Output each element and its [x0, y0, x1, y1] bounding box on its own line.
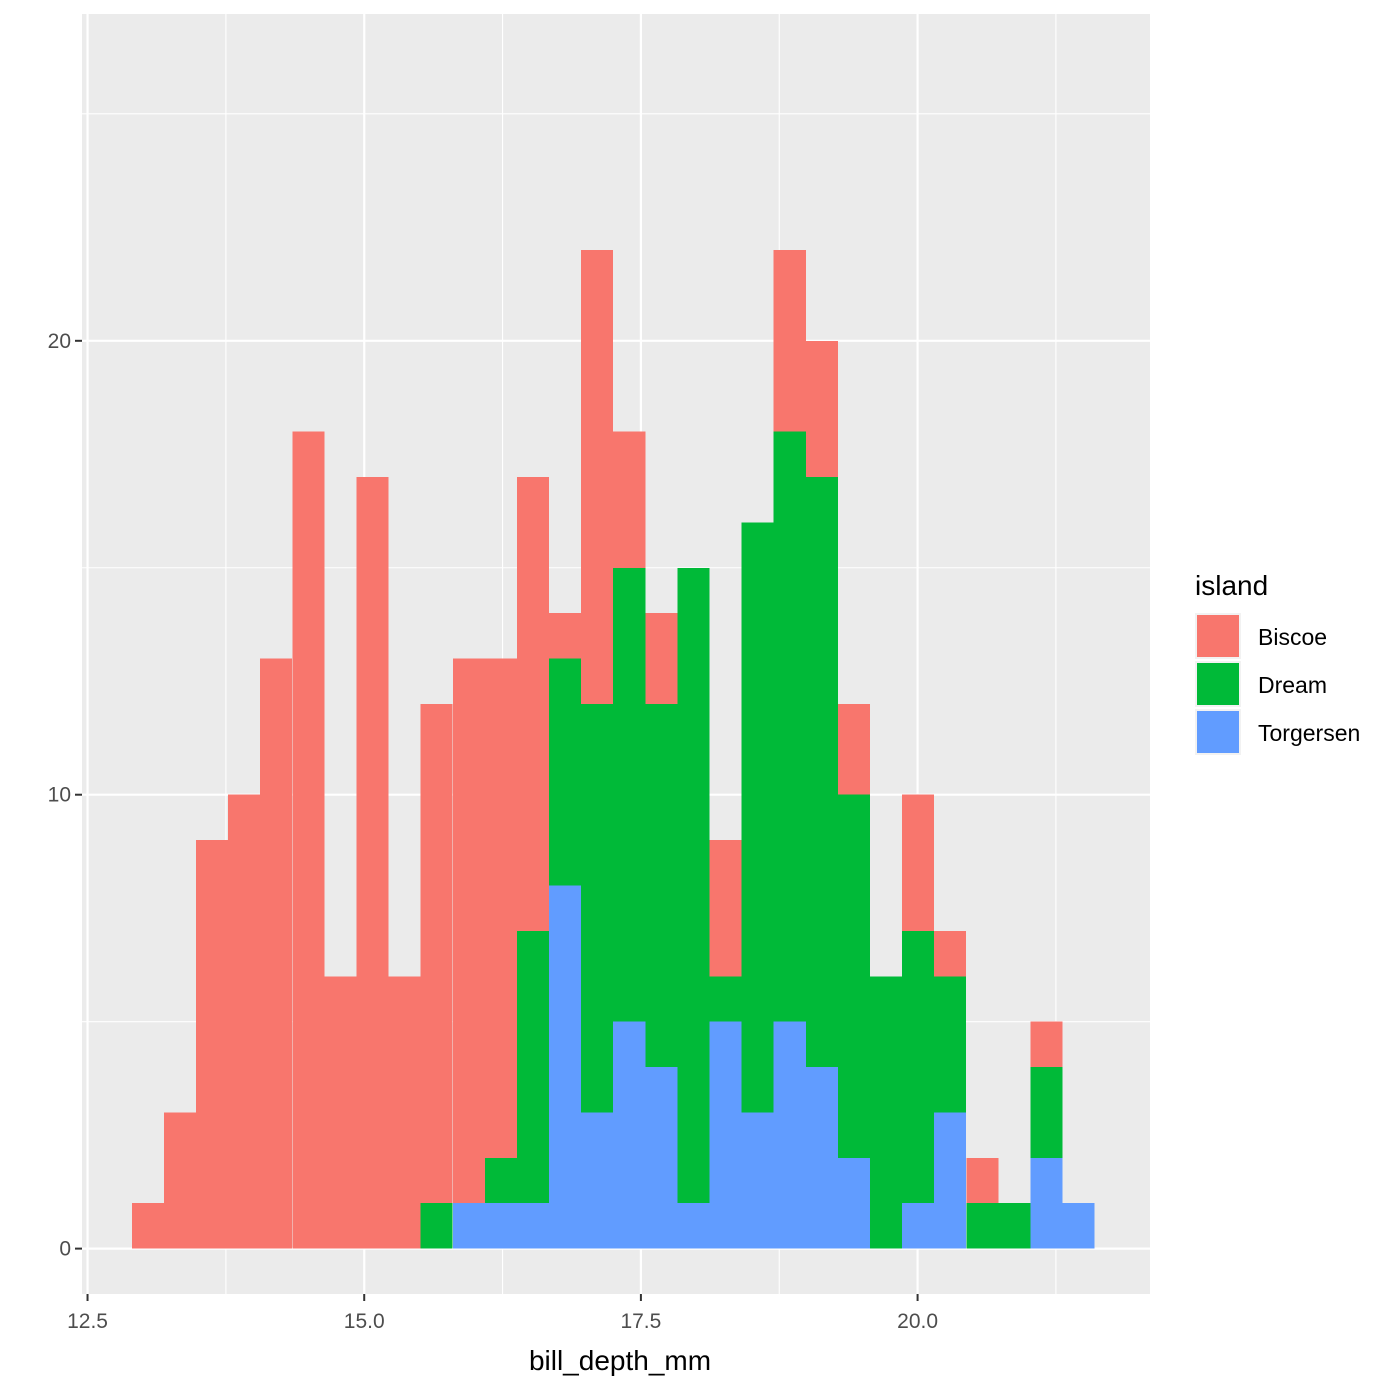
bar-torgersen-bin-13	[549, 885, 582, 1249]
bar-dream-bin-9	[420, 1203, 453, 1249]
x-tick-label: 20.0	[897, 1310, 938, 1333]
x-tick-label: 17.5	[620, 1310, 661, 1333]
legend: island Biscoe Dream Torgersen	[1195, 570, 1360, 755]
bar-biscoe-bin-18	[709, 840, 742, 977]
bar-dream-bin-22	[837, 794, 870, 1158]
bar-torgersen-bin-28	[1030, 1157, 1063, 1249]
bar-biscoe-bin-25	[934, 930, 967, 977]
bar-torgersen-bin-11	[484, 1203, 517, 1249]
bar-biscoe-bin-8	[388, 976, 421, 1249]
bar-biscoe-bin-7	[356, 476, 389, 1249]
bar-dream-bin-25	[934, 976, 967, 1113]
legend-label-torgersen: Torgersen	[1258, 720, 1360, 746]
bar-biscoe-bin-0	[131, 1203, 164, 1249]
bar-biscoe-bin-3	[228, 794, 261, 1249]
bar-torgersen-bin-14	[581, 1112, 614, 1249]
bar-dream-bin-23	[869, 976, 903, 1249]
bar-torgersen-bin-16	[645, 1067, 678, 1249]
bar-biscoe-bin-20	[773, 250, 806, 432]
bar-torgersen-bin-20	[773, 1021, 806, 1249]
legend-label-dream: Dream	[1258, 672, 1327, 698]
bar-biscoe-bin-9	[420, 703, 453, 1204]
x-axis: 12.5 15.0 17.5 20.0	[67, 1294, 938, 1333]
bar-dream-bin-21	[805, 476, 838, 1068]
bar-torgersen-bin-29	[1062, 1203, 1095, 1249]
bar-torgersen-bin-10	[452, 1203, 485, 1249]
bar-biscoe-bin-14	[581, 250, 614, 704]
bar-biscoe-bin-12	[516, 476, 550, 931]
bar-biscoe-bin-6	[324, 976, 357, 1249]
legend-label-biscoe: Biscoe	[1258, 624, 1327, 650]
bar-torgersen-bin-15	[613, 1021, 646, 1249]
bar-dream-bin-11	[484, 1157, 517, 1204]
bar-biscoe-bin-15	[613, 431, 646, 568]
bar-dream-bin-12	[516, 930, 550, 1204]
bar-torgersen-bin-17	[677, 1203, 710, 1249]
bar-dream-bin-16	[645, 703, 678, 1068]
histogram-bars	[131, 250, 1095, 1249]
bar-torgersen-bin-25	[934, 1112, 967, 1249]
bar-dream-bin-15	[613, 567, 646, 1022]
bar-biscoe-bin-26	[966, 1157, 999, 1204]
bar-dream-bin-18	[709, 976, 742, 1022]
legend-title: island	[1195, 570, 1268, 601]
bar-biscoe-bin-24	[902, 794, 935, 931]
bar-torgersen-bin-19	[741, 1112, 774, 1249]
bar-torgersen-bin-18	[709, 1021, 742, 1249]
bar-biscoe-bin-5	[292, 431, 325, 1249]
bar-biscoe-bin-21	[805, 340, 838, 477]
x-tick-label: 15.0	[344, 1310, 385, 1333]
y-tick-label: 10	[48, 784, 71, 807]
bar-biscoe-bin-22	[837, 703, 870, 795]
y-tick-label: 0	[59, 1238, 71, 1261]
legend-swatch-biscoe	[1197, 615, 1239, 657]
bar-dream-bin-28	[1030, 1067, 1063, 1158]
bar-biscoe-bin-16	[645, 613, 678, 704]
bar-dream-bin-14	[581, 703, 614, 1113]
bar-torgersen-bin-21	[805, 1067, 838, 1249]
bar-dream-bin-20	[773, 431, 806, 1022]
bar-biscoe-bin-10	[452, 658, 485, 1204]
bar-biscoe-bin-4	[260, 658, 293, 1249]
bar-biscoe-bin-2	[195, 840, 229, 1249]
bar-dream-bin-17	[677, 567, 710, 1204]
y-axis: 0 10 20	[48, 330, 82, 1261]
x-tick-label: 12.5	[67, 1310, 108, 1333]
bar-dream-bin-13	[549, 658, 582, 886]
legend-swatch-dream	[1197, 663, 1239, 705]
bar-torgersen-bin-12	[516, 1203, 550, 1249]
bar-dream-bin-27	[998, 1203, 1031, 1249]
bar-biscoe-bin-1	[163, 1112, 196, 1249]
legend-swatch-torgersen	[1197, 711, 1239, 753]
bar-biscoe-bin-13	[549, 613, 582, 659]
bar-biscoe-bin-11	[484, 658, 517, 1158]
bar-torgersen-bin-22	[837, 1157, 870, 1249]
bar-torgersen-bin-24	[902, 1203, 935, 1249]
bar-biscoe-bin-28	[1030, 1021, 1063, 1068]
bar-dream-bin-19	[741, 522, 774, 1113]
y-tick-label: 20	[48, 330, 71, 353]
bar-dream-bin-26	[966, 1203, 999, 1249]
x-axis-title: bill_depth_mm	[529, 1345, 711, 1376]
bar-dream-bin-24	[902, 930, 935, 1204]
